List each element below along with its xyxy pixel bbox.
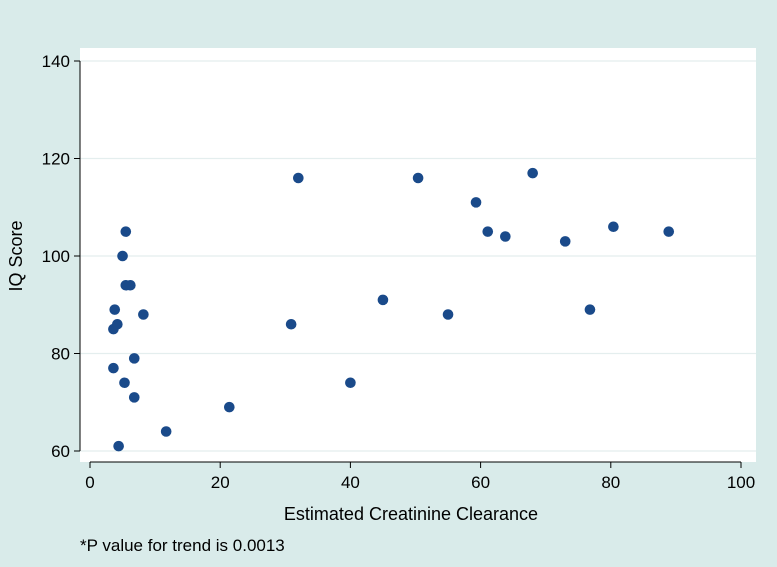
data-point-4 — [113, 440, 124, 452]
x-tick-label-100: 100 — [727, 473, 755, 492]
y-tick-label-80: 80 — [51, 345, 70, 364]
data-point-21 — [470, 197, 482, 208]
data-point-28 — [663, 226, 675, 237]
data-point-23 — [500, 231, 511, 242]
data-point-13 — [160, 426, 172, 437]
x-axis-title: Estimated Creatinine Clearance — [284, 504, 538, 524]
x-tick-label-60: 60 — [471, 473, 490, 492]
data-point-3 — [108, 362, 119, 374]
data-point-16 — [293, 172, 304, 184]
data-point-8 — [119, 377, 130, 389]
data-point-20 — [442, 309, 454, 320]
y-tick-label-120: 120 — [42, 150, 70, 169]
data-point-26 — [584, 304, 596, 315]
data-point-7 — [120, 226, 132, 237]
data-point-18 — [377, 294, 389, 306]
data-point-27 — [608, 221, 619, 233]
data-point-17 — [345, 377, 356, 389]
data-point-14 — [224, 401, 235, 413]
y-tick-label-140: 140 — [42, 52, 70, 71]
data-point-2 — [112, 318, 123, 330]
y-axis-title: IQ Score — [6, 220, 26, 291]
data-point-5 — [117, 250, 128, 262]
trend-note: *P value for trend is 0.0013 — [80, 536, 285, 555]
x-tick-label-20: 20 — [211, 473, 230, 492]
data-point-11 — [128, 392, 140, 403]
x-tick-label-40: 40 — [341, 473, 360, 492]
data-point-15 — [285, 318, 297, 330]
x-tick-label-80: 80 — [601, 473, 620, 492]
data-point-12 — [138, 309, 149, 320]
data-point-19 — [412, 172, 424, 184]
y-tick-label-100: 100 — [42, 247, 70, 266]
data-point-24 — [527, 167, 538, 179]
plot-area — [80, 48, 756, 462]
data-point-10 — [128, 353, 140, 364]
data-point-25 — [559, 236, 571, 247]
data-point-22 — [482, 226, 494, 237]
grid-lines — [80, 60, 756, 452]
data-point-0 — [109, 304, 121, 315]
data-points — [108, 167, 675, 452]
x-tick-label-0: 0 — [85, 473, 94, 492]
y-tick-label-60: 60 — [51, 442, 70, 461]
data-point-9 — [125, 279, 136, 291]
axes: 60 80 100 120 140 0 20 40 60 80 100 — [42, 52, 756, 492]
